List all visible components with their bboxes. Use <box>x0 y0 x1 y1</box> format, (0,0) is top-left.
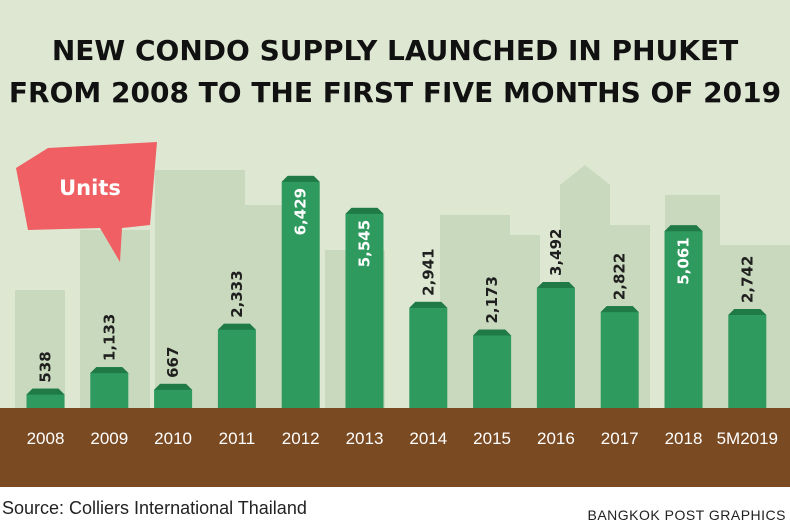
bar <box>728 309 767 408</box>
ground-strip <box>0 408 790 488</box>
bar-group: 5,061 <box>664 225 703 408</box>
bar <box>409 301 448 408</box>
bar-value-label: 2,333 <box>228 270 246 317</box>
bar-value-label: 667 <box>164 347 182 378</box>
bar <box>217 323 256 408</box>
bar-value-label: 5,545 <box>356 220 374 267</box>
bar-group: 6,429 <box>281 175 320 408</box>
units-callout: Units <box>16 142 157 262</box>
bar-group: 2,173 <box>473 276 512 408</box>
bar-cap <box>217 323 256 330</box>
x-tick-label: 2013 <box>346 429 384 448</box>
x-tick-label: 2011 <box>219 429 256 448</box>
x-tick-label: 2010 <box>154 429 192 448</box>
x-tick-label: 2014 <box>409 429 447 448</box>
units-label: Units <box>59 176 121 200</box>
bar <box>536 281 575 408</box>
bar-cap <box>600 306 639 313</box>
bar-cap <box>281 175 320 182</box>
bar-value-label: 2,742 <box>738 256 756 303</box>
bar-group: 2,941 <box>409 248 448 408</box>
bars-layer: 538 1,133 667 2,333 6,429 5,545 2,941 2,173 3,49… <box>26 175 767 408</box>
x-tick-label: 2018 <box>665 429 703 448</box>
x-tick-label: 5M2019 <box>717 429 778 448</box>
source-note: Source: Colliers International Thailand <box>2 498 307 518</box>
bar-value-label: 3,492 <box>547 228 565 275</box>
bar-group: 667 <box>154 347 193 408</box>
bar-group: 3,492 <box>536 228 575 408</box>
bar <box>154 383 193 408</box>
bar-group: 2,742 <box>728 256 767 408</box>
chart-title-line2: FROM 2008 TO THE FIRST FIVE MONTHS OF 20… <box>9 76 781 109</box>
bar <box>90 367 129 408</box>
x-tick-label: 2009 <box>90 429 128 448</box>
bar-group: 2,333 <box>217 270 256 408</box>
bar-group: 2,822 <box>600 253 639 408</box>
bar-group: 538 <box>26 351 65 408</box>
bar-cap <box>664 225 703 232</box>
bar-cap <box>345 207 384 214</box>
x-tick-label: 2016 <box>537 429 575 448</box>
bar-cap <box>473 329 512 336</box>
bar-cap <box>90 367 129 374</box>
bar-cap <box>26 388 65 395</box>
footer <box>0 487 790 527</box>
bar-value-label: 5,061 <box>675 237 693 284</box>
x-tick-label: 2015 <box>473 429 511 448</box>
bar-value-label: 2,173 <box>483 276 501 323</box>
x-tick-label: 2008 <box>27 429 65 448</box>
chart-title-line1: NEW CONDO SUPPLY LAUNCHED IN PHUKET <box>52 34 738 67</box>
bar-cap <box>154 383 193 390</box>
bar-value-label: 2,941 <box>419 248 437 295</box>
bar-value-label: 6,429 <box>292 188 310 235</box>
x-tick-label: 2012 <box>282 429 320 448</box>
bar-value-label: 538 <box>37 351 55 382</box>
bar-cap <box>409 301 448 308</box>
bar <box>600 306 639 408</box>
bar-group: 5,545 <box>345 207 384 408</box>
bar-cap <box>536 281 575 288</box>
bar <box>664 225 703 408</box>
units-callout-shape <box>16 142 157 262</box>
bar-cap <box>728 309 767 316</box>
x-tick-label: 2017 <box>601 429 639 448</box>
bar-group: 1,133 <box>90 314 129 408</box>
bar-value-label: 2,822 <box>611 253 629 300</box>
bar <box>281 175 320 408</box>
bar <box>345 207 384 408</box>
credit-note: BANGKOK POST GRAPHICS <box>587 507 786 523</box>
bar-value-label: 1,133 <box>100 314 118 361</box>
x-axis-labels: 2008 2009 2010 2011 2012 2013 2014 2015 2016 2017… <box>27 429 778 448</box>
bar <box>473 329 512 408</box>
